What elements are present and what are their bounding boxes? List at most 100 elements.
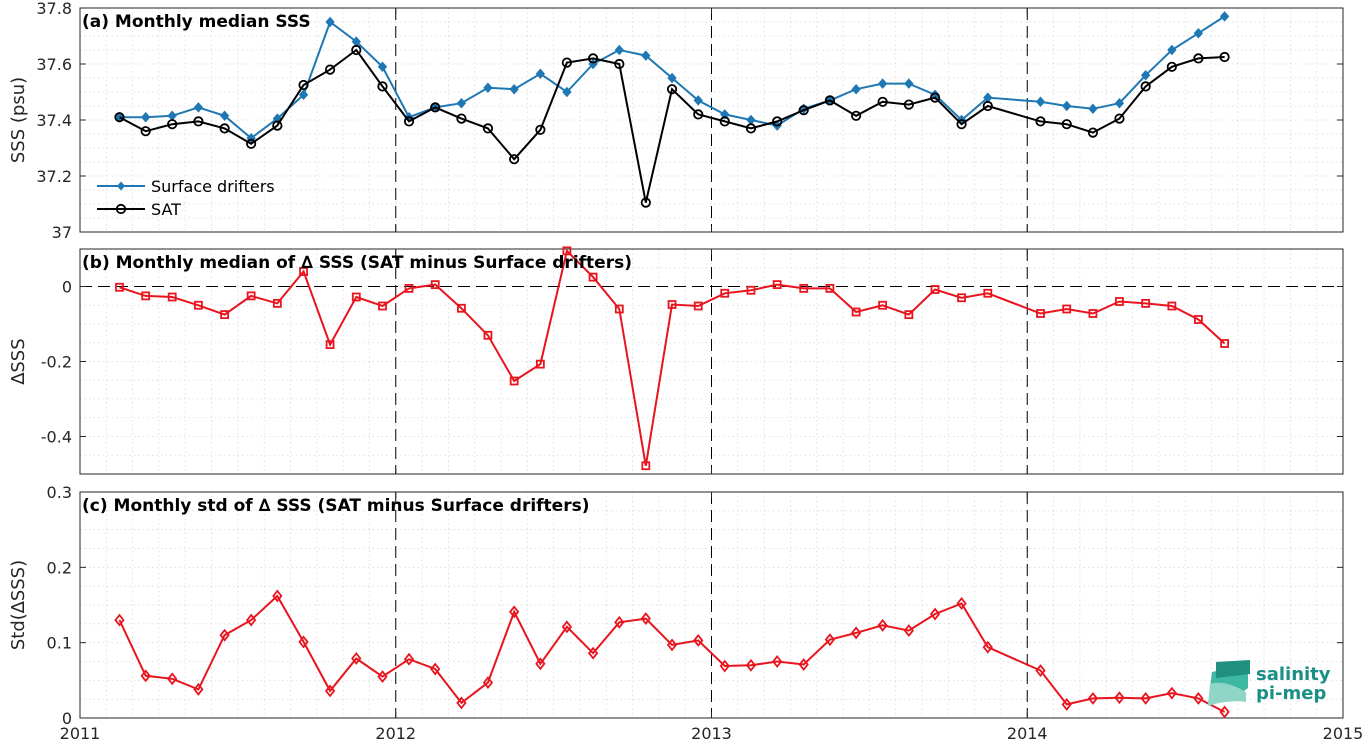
x-tick-label: 2011 — [60, 724, 101, 743]
data-point — [877, 618, 888, 632]
data-point — [1062, 304, 1072, 314]
data-point — [1166, 686, 1178, 700]
data-point — [1035, 116, 1046, 127]
data-point — [1220, 339, 1229, 348]
y-tick-label: 37.6 — [36, 55, 72, 74]
data-point — [588, 272, 598, 282]
data-point — [720, 288, 730, 298]
data-point — [272, 589, 283, 603]
data-point — [1036, 309, 1045, 318]
data-point — [193, 116, 204, 127]
data-point — [351, 44, 362, 56]
data-point — [614, 44, 624, 56]
data-point — [641, 50, 651, 61]
data-point — [772, 280, 782, 290]
data-point — [1193, 53, 1204, 64]
data-point — [851, 307, 861, 317]
data-point — [351, 292, 361, 302]
data-point — [194, 300, 203, 310]
data-point — [1167, 44, 1177, 56]
data-point — [1062, 100, 1072, 112]
data-point — [666, 84, 678, 95]
y-tick-label: 0.1 — [47, 634, 72, 653]
data-point — [141, 291, 151, 301]
data-point — [693, 633, 704, 647]
data-point — [377, 61, 388, 73]
data-point — [430, 662, 441, 676]
panel-b-delta-sss: -0.4 -0.2 0 ∆SSS (b) Monthly median of ∆ SSS… — [8, 246, 1344, 475]
data-point — [535, 657, 546, 671]
data-point — [1141, 298, 1151, 308]
data-point — [1140, 81, 1151, 92]
data-point — [220, 310, 230, 320]
data-point — [1193, 691, 1204, 705]
y-tick-label: -0.2 — [41, 353, 72, 372]
data-point — [719, 659, 730, 673]
data-point — [666, 638, 678, 652]
data-point — [1114, 97, 1125, 109]
data-point — [745, 123, 757, 134]
data-point — [456, 696, 467, 710]
data-point — [587, 646, 599, 660]
y-axis-label: Std(∆SSS) — [8, 560, 29, 650]
data-point — [456, 97, 467, 109]
data-point — [272, 298, 282, 308]
data-point — [430, 102, 441, 113]
panel-c-std-delta-sss: 0 0.1 0.2 0.3 2011 2012 2013 2014 2015 Std(∆SSS) (… — [8, 483, 1363, 743]
panel-title: (a) Monthly median SSS — [82, 12, 311, 32]
data-point — [693, 109, 704, 120]
data-point — [193, 682, 204, 696]
data-point — [430, 280, 440, 290]
data-point — [850, 626, 862, 640]
data-point — [851, 110, 862, 121]
data-point — [403, 116, 415, 127]
y-tick-label: 37.2 — [36, 167, 72, 186]
legend-label: Surface drifters — [151, 177, 275, 196]
legend-marker — [115, 203, 127, 215]
data-point — [667, 72, 677, 84]
data-point — [561, 620, 573, 634]
data-point — [483, 82, 493, 94]
data-point — [1061, 119, 1072, 130]
data-point — [982, 640, 993, 654]
y-axis-label: ∆SSS — [8, 338, 29, 385]
data-point — [1219, 705, 1230, 719]
data-point — [456, 113, 467, 124]
data-point — [587, 53, 599, 64]
data-point — [299, 267, 308, 276]
data-point — [377, 81, 388, 92]
data-point — [219, 110, 230, 122]
data-point — [851, 83, 861, 95]
data-point — [457, 303, 466, 313]
data-point — [614, 615, 625, 629]
data-point — [824, 633, 836, 647]
data-point — [377, 670, 388, 684]
data-point — [982, 100, 993, 112]
logo-line1: salinity — [1256, 664, 1331, 685]
logo-line2: pi-mep — [1256, 683, 1326, 704]
data-point — [193, 102, 204, 113]
data-point — [246, 138, 257, 149]
data-point — [1035, 664, 1046, 677]
data-point — [1166, 61, 1177, 72]
y-tick-label: 0 — [62, 709, 72, 728]
data-point — [693, 301, 703, 311]
data-point — [1087, 691, 1099, 705]
data-point — [1114, 113, 1125, 124]
y-tick-label: 37 — [52, 223, 72, 242]
data-point — [509, 83, 519, 95]
data-point — [1219, 51, 1230, 63]
data-point — [904, 310, 914, 320]
data-point — [114, 112, 125, 123]
data-point — [404, 283, 414, 293]
data-point — [535, 359, 545, 369]
data-point — [693, 95, 703, 106]
data-point — [167, 119, 178, 130]
data-point — [509, 376, 519, 386]
data-point — [903, 99, 914, 110]
data-point — [1115, 297, 1124, 306]
data-point — [929, 92, 941, 103]
data-point — [798, 658, 809, 671]
x-tick-label: 2014 — [1007, 724, 1048, 743]
x-tick-label: 2012 — [375, 724, 416, 743]
